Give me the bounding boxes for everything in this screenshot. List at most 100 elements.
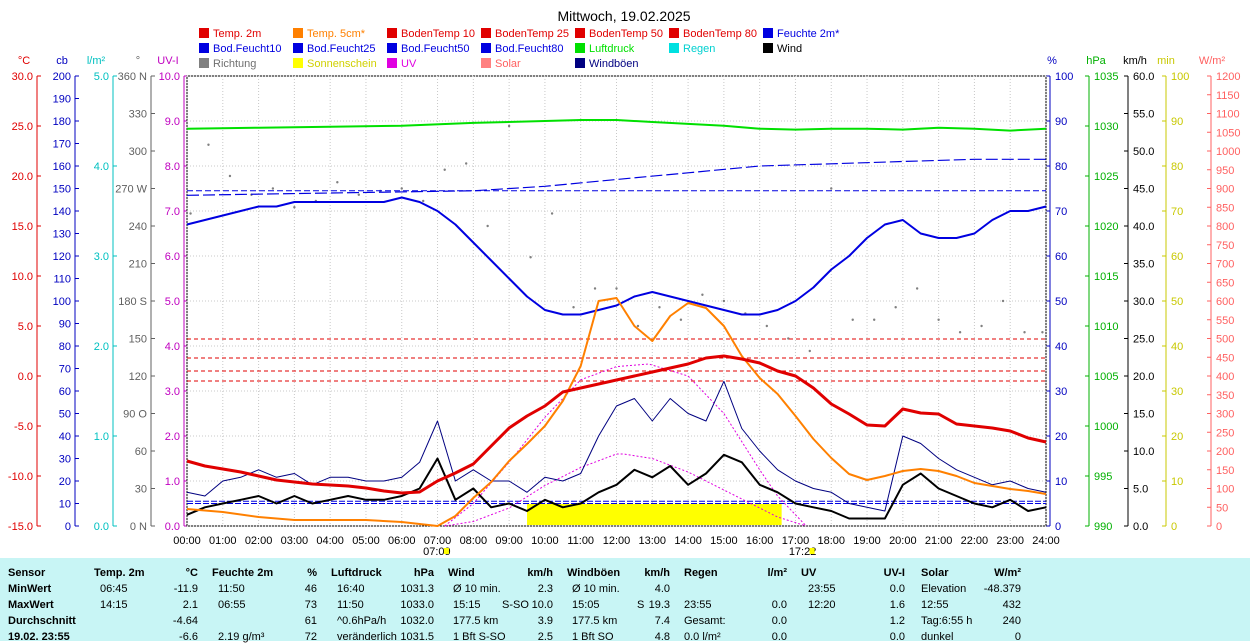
axis-tick-label: 100 [1171,71,1189,83]
sunshine-bar [598,504,617,525]
axis-tick-label: 4.0 [165,341,180,353]
statistics-table: Sensor Temp. 2m °C Feuchte 2m% Luftdruck hPa W… [0,558,1250,643]
direction-point [550,212,554,215]
legend-swatch [575,58,585,68]
legend-item: BodenTemp 80 [669,28,757,40]
axis-tick-label: 60 [1171,251,1183,263]
axis-tick-label: 0.0 [1133,521,1148,533]
axis-tick-label: 1050 [1216,127,1240,139]
axis-tick-label: 600 [1216,296,1234,308]
axis-tick-label: 2.0 [94,341,109,353]
axis-tick-label: 400 [1216,371,1234,383]
legend-item: Bod.Feucht10 [199,43,282,55]
axis-tick-label: 1015 [1094,271,1118,283]
axis-tick-label: 20 [59,476,71,488]
axes: °C 30.0 25.0 20.0 15.0 10.0 5.0 0.0 -5.0 -10.0 -15… [8,55,1241,558]
sunshine-bar [705,504,725,525]
axis-tick-label: 990 [1094,521,1112,533]
direction-point [787,337,790,340]
direction-point [207,143,210,146]
axis-unit: W/m² [1199,55,1226,67]
axis-tick-label: 15.0 [1133,409,1154,421]
direction-point [679,318,683,321]
stats-cell: 177.5 km [453,615,499,627]
axis-tick-label: 0 [1171,521,1177,533]
legend-item: Temp. 5cm* [293,28,366,40]
axis-tick-label: 350 [1216,390,1234,402]
axis-tick-label: 10.0 [12,271,33,283]
axis-tick-label: 100 [53,296,71,308]
x-tick-label: 04:00 [316,535,344,547]
stats-cell: -11.9 [173,583,198,595]
axis-temp: °C 30.0 25.0 20.0 15.0 10.0 5.0 0.0 -5.0 -10.0 -15… [8,55,41,533]
legend-item: Feuchte 2m* [763,28,840,40]
stats-cell: 3.9 [537,615,553,627]
stats-cell: 1032.0 [400,615,434,627]
stats-cell: 11:50 [218,583,245,595]
axis-tick-label: 800 [1216,221,1234,233]
stats-cell: 1031.3 [400,583,434,595]
legend-swatch [481,58,491,68]
stats-header: km/h [527,567,553,579]
axis-tick-label: 70 [1055,206,1067,218]
axis-tick-label: 0 N [130,521,147,533]
stats-cell: Ø 10 min. [572,583,620,595]
stats-cell: 11:50 [337,599,364,611]
axis-tick-label: 200 [53,71,71,83]
stats-cell: 2.19 g/m³ [218,631,265,643]
stats-cell: 4.8 [654,631,670,643]
axis-tick-label: 90 [59,319,71,331]
x-tick-label: 18:00 [817,535,845,547]
series-windb-en [186,380,1047,512]
sunshine-bar [580,504,600,525]
stats-cell: Ø 10 min. [453,583,501,595]
direction-point [851,318,854,321]
stats-header: °C [185,567,198,579]
stats-header: Wind [448,567,475,579]
sunset-marker [809,548,815,554]
stats-row-label: 19.02. 23:55 [8,631,70,643]
axis-tick-label: 50 [1055,296,1067,308]
legend-item: BodenTemp 50 [575,28,663,40]
legend-label: Bod.Feucht50 [401,43,470,55]
series-temp-2m [186,354,1047,495]
stats-cell: 2.5 [537,631,553,643]
axis-tick-label: 30 [1055,386,1067,398]
x-tick-label: 10:00 [531,535,559,547]
stats-cell: 0.0 [771,615,787,627]
axis-tick-label: 4.0 [94,161,109,173]
axis-tick-label: 1.0 [94,431,109,443]
axis-tick-label: 5.0 [18,321,33,333]
stats-cell: Tag:6:55 h [921,615,973,627]
axis-tick-label: 10 [1055,476,1067,488]
stats-cell: veränderlich [337,631,397,643]
sunshine-bar [723,504,743,525]
stats-cell: 15:05 [572,599,600,611]
axis-tick-label: 10.0 [159,71,180,83]
axis-tick-label: 30 [135,484,147,496]
axis-tick-label: 550 [1216,315,1234,327]
stats-cell: 23:55 [684,599,712,611]
series-luftdruck [186,119,1047,132]
sunshine-bar [562,504,582,525]
direction-point [615,287,618,290]
x-tick-label: 16:00 [746,535,774,547]
stats-cell: 1 Bft S-SO [453,631,506,643]
stats-cell: 06:45 [100,583,128,595]
legend-swatch [763,43,773,53]
series-bod-feucht50 [186,158,1046,196]
direction-point [593,287,597,290]
axis-tick-label: 5.0 [1133,484,1148,496]
stats-cell: 61 [304,615,317,627]
axis-tick-label: 1.0 [165,476,180,488]
legend-label: Bod.Feucht10 [213,43,282,55]
legend-swatch [481,28,491,38]
direction-point [658,306,661,309]
axis-tick-label: -5.0 [14,421,33,433]
legend-label: Luftdruck [589,43,635,55]
legend-swatch [199,58,209,68]
plot-area [186,75,1047,527]
stats-header: Solar [921,567,949,579]
stats-header: W/m² [994,567,1021,579]
legend-label: Wind [777,43,802,55]
